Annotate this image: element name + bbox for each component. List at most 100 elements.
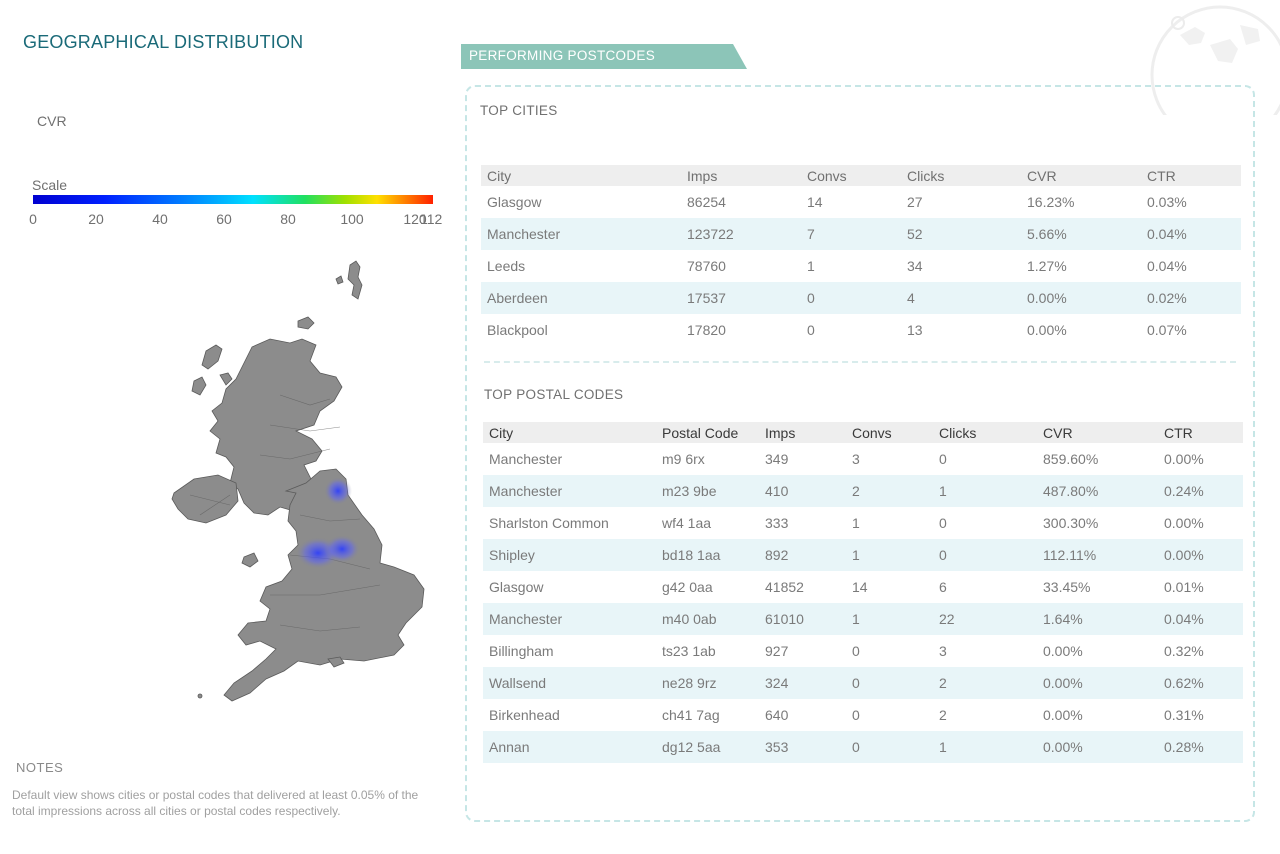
table-cell: 487.80% (1037, 475, 1158, 507)
table-cell: Manchester (483, 603, 656, 635)
hotspot-north-east (324, 477, 352, 505)
table-cell: 0.32% (1164, 643, 1204, 659)
table-cell: 0.24% (1158, 475, 1243, 507)
table-cell: 41852 (765, 579, 804, 595)
column-header-city[interactable]: City (481, 165, 681, 186)
hotspot-leeds (324, 535, 360, 563)
table-row: Manchester 123722 7 52 5.66% 0.04% (481, 218, 1241, 250)
column-header-city[interactable]: City (483, 422, 656, 443)
globe-watermark-icon (1150, 5, 1280, 115)
top-cities-table: City Imps Convs Clicks CVR CTR Glasgow 8… (481, 165, 1241, 346)
table-cell: 0 (852, 643, 860, 659)
table-cell: 1.27% (1027, 258, 1067, 274)
table-cell: 0.62% (1158, 667, 1243, 699)
table-cell: 0.31% (1164, 707, 1204, 723)
table-cell: 123722 (681, 218, 801, 250)
column-header-ctr[interactable]: CTR (1141, 165, 1241, 186)
table-cell: 78760 (687, 258, 726, 274)
table-cell: 640 (765, 707, 789, 723)
scale-tick: 20 (88, 211, 104, 227)
table-row: Birkenhead ch41 7ag 640 0 2 0.00% 0.31% (483, 699, 1243, 731)
scale-tick-end: 112 (420, 211, 443, 227)
table-cell: 17537 (681, 282, 801, 314)
table-row: Leeds 78760 1 34 1.27% 0.04% (481, 250, 1241, 282)
table-cell: 0.28% (1158, 731, 1243, 763)
table-cell: 1 (933, 731, 1037, 763)
table-cell: 0.00% (1027, 322, 1067, 338)
table-cell: 13 (907, 322, 923, 338)
section-divider (484, 361, 1236, 363)
column-header-convs[interactable]: Convs (801, 165, 901, 186)
table-cell: Manchester (481, 218, 681, 250)
metric-label: CVR (37, 113, 67, 129)
table-row: Glasgow g42 0aa 41852 14 6 33.45% 0.01% (483, 571, 1243, 603)
color-scale-bar (33, 195, 433, 204)
table-cell: dg12 5aa (656, 731, 759, 763)
scale-tick: 0 (29, 211, 37, 227)
table-cell: 0.00% (1164, 451, 1204, 467)
table-cell: g42 0aa (662, 579, 713, 595)
table-cell: 0.00% (1158, 539, 1243, 571)
table-cell: 3 (939, 643, 947, 659)
table-cell: 14 (852, 579, 868, 595)
top-cities-title: TOP CITIES (480, 103, 558, 118)
column-header-cvr[interactable]: CVR (1021, 165, 1141, 186)
table-cell: ch41 7ag (662, 707, 720, 723)
table-cell: 34 (907, 258, 923, 274)
column-header-cvr[interactable]: CVR (1037, 422, 1158, 443)
table-cell: 0 (939, 451, 947, 467)
table-cell: Manchester (483, 475, 656, 507)
table-row: Glasgow 86254 14 27 16.23% 0.03% (481, 186, 1241, 218)
table-cell: 22 (933, 603, 1037, 635)
column-header-imps[interactable]: Imps (681, 165, 801, 186)
table-cell: 859.60% (1043, 451, 1099, 467)
column-header-imps[interactable]: Imps (759, 422, 846, 443)
scale-tick: 80 (280, 211, 296, 227)
table-cell: 333 (765, 515, 789, 531)
table-cell: Shipley (483, 539, 656, 571)
scale-tick: 60 (216, 211, 232, 227)
table-cell: 6 (939, 579, 947, 595)
table-header-row: City Postal Code Imps Convs Clicks CVR C… (483, 422, 1243, 443)
table-cell: Annan (483, 731, 656, 763)
table-cell: 0 (852, 707, 860, 723)
table-cell: 61010 (759, 603, 846, 635)
table-cell: 0 (846, 731, 933, 763)
table-cell: Birkenhead (489, 707, 560, 723)
table-cell: 324 (759, 667, 846, 699)
table-cell: 927 (765, 643, 789, 659)
table-cell: 27 (907, 194, 923, 210)
table-cell: 1 (807, 258, 815, 274)
banner-label: PERFORMING POSTCODES (469, 48, 656, 63)
table-row: Blackpool 17820 0 13 0.00% 0.07% (481, 314, 1241, 346)
table-cell: 0.03% (1147, 194, 1187, 210)
table-cell: 0.00% (1043, 707, 1083, 723)
table-cell: 16.23% (1027, 194, 1075, 210)
column-header-ctr[interactable]: CTR (1158, 422, 1243, 443)
top-postal-codes-title: TOP POSTAL CODES (484, 387, 624, 402)
table-cell: 0.04% (1147, 258, 1187, 274)
table-cell: 2 (939, 707, 947, 723)
column-header-clicks[interactable]: Clicks (933, 422, 1037, 443)
table-cell: 0.00% (1043, 643, 1083, 659)
table-cell: 17820 (687, 322, 726, 338)
table-row: Manchester m9 6rx 349 3 0 859.60% 0.00% (483, 443, 1243, 475)
table-cell: 0 (807, 322, 815, 338)
scale-label: Scale (32, 177, 68, 193)
performing-postcodes-banner: PERFORMING POSTCODES (461, 44, 747, 69)
table-cell: 0.00% (1037, 731, 1158, 763)
column-header-clicks[interactable]: Clicks (901, 165, 1021, 186)
table-row: Manchester m23 9be 410 2 1 487.80% 0.24% (483, 475, 1243, 507)
table-cell: 349 (765, 451, 789, 467)
table-cell: 0 (846, 667, 933, 699)
table-row: Manchester m40 0ab 61010 1 22 1.64% 0.04% (483, 603, 1243, 635)
top-postal-codes-table: City Postal Code Imps Convs Clicks CVR C… (483, 422, 1243, 763)
table-cell: 410 (759, 475, 846, 507)
table-cell: 0.04% (1158, 603, 1243, 635)
table-cell: Manchester (489, 451, 563, 467)
column-header-postal-code[interactable]: Postal Code (656, 422, 759, 443)
column-header-convs[interactable]: Convs (846, 422, 933, 443)
table-cell: 33.45% (1043, 579, 1091, 595)
notes-text: Default view shows cities or postal code… (12, 788, 419, 818)
uk-region-map[interactable] (160, 255, 435, 705)
